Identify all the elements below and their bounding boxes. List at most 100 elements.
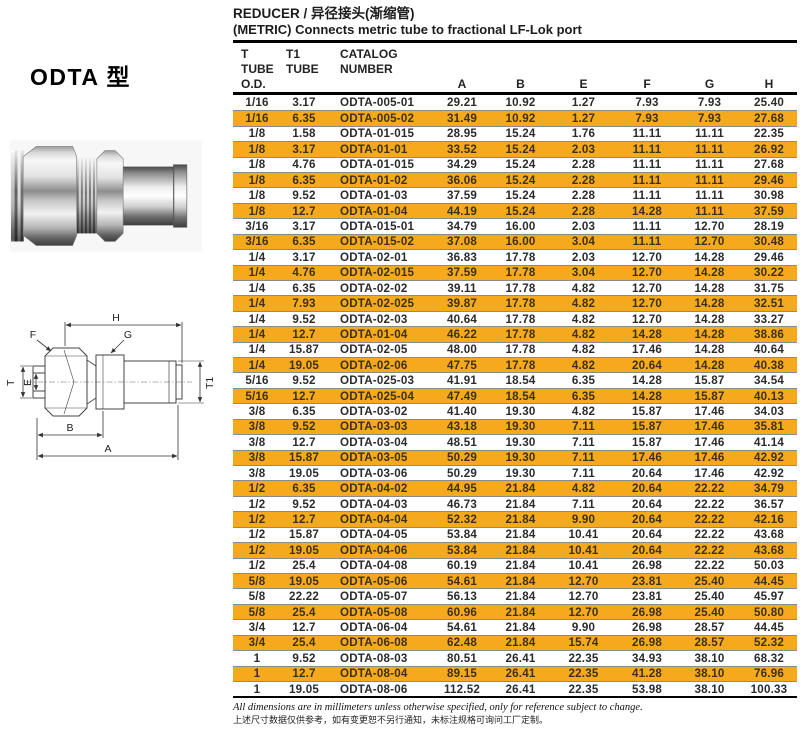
cell: 15.87 <box>631 405 662 419</box>
cell: 60.96 <box>446 605 477 619</box>
cell: 25.4 <box>292 559 316 573</box>
cell: ODTA-05-07 <box>340 590 408 604</box>
cell: 12.70 <box>694 219 725 233</box>
cell: 26.98 <box>631 636 662 650</box>
cell: 80.51 <box>446 651 477 665</box>
cell: 1/4 <box>248 343 266 357</box>
cell: 35.81 <box>753 420 784 434</box>
cell: 11.11 <box>695 142 724 156</box>
cell: ODTA-01-015 <box>340 127 415 141</box>
table-row: 1/8 1.58 ODTA-01-015 28.95 15.24 1.76 11.11 11.… <box>233 125 797 141</box>
cell: 9.90 <box>571 620 596 634</box>
table-row: 1/8 3.17 ODTA-01-01 33.52 15.24 2.03 11.11 11.1… <box>233 141 797 157</box>
table-row: 1/4 12.7 ODTA-01-04 46.22 17.78 4.82 14.28 14.2… <box>233 326 797 342</box>
cell: 20.64 <box>631 497 662 511</box>
cell: ODTA-025-04 <box>340 389 415 403</box>
cell: 19.30 <box>505 405 536 419</box>
cell: 19.05 <box>288 574 319 588</box>
cell: 17.78 <box>505 343 536 357</box>
cell: 1.27 <box>571 96 596 110</box>
cell: 15.24 <box>505 158 536 172</box>
cell: 31.75 <box>753 281 784 295</box>
table-body: 1/16 3.17 ODTA-005-01 29.21 10.92 1.27 7.93 7.9… <box>233 95 797 696</box>
cell: 1/8 <box>248 204 266 218</box>
cell: 37.59 <box>753 204 784 218</box>
table-row: 1/8 4.76 ODTA-01-015 34.29 15.24 2.28 11.11 11.… <box>233 156 797 172</box>
table-row: 1/4 9.52 ODTA-02-03 40.64 17.78 4.82 12.70 14.2… <box>233 310 797 326</box>
cell: 22.22 <box>694 528 725 542</box>
cell: 11.11 <box>632 189 662 203</box>
cell: 15.24 <box>505 189 536 203</box>
cell: 12.70 <box>631 312 662 326</box>
cell: ODTA-015-01 <box>340 219 415 233</box>
cell: 39.11 <box>447 281 477 295</box>
cell: 1.27 <box>571 112 596 126</box>
cell: 5/16 <box>245 389 269 403</box>
cell: 33.52 <box>446 142 477 156</box>
cell: ODTA-01-02 <box>340 173 408 187</box>
cell: 28.19 <box>753 219 784 233</box>
table-row: 1/4 4.76 ODTA-02-015 37.59 17.78 3.04 12.70 14.… <box>233 264 797 280</box>
cell: ODTA-04-03 <box>340 497 408 511</box>
cell: 4.76 <box>292 266 316 280</box>
table-row: 5/16 12.7 ODTA-025-04 47.49 18.54 6.35 14.28 15… <box>233 387 797 404</box>
cell: 17.78 <box>505 266 536 280</box>
cell: 2.03 <box>571 250 596 264</box>
cell: 4.76 <box>292 158 316 172</box>
header-cell: F <box>643 77 651 92</box>
cell: 76.96 <box>753 667 784 681</box>
cell: 19.05 <box>288 543 319 557</box>
cell: 14.28 <box>694 297 725 311</box>
header-cell: CATALOG <box>340 46 398 61</box>
cell: 15.24 <box>505 127 536 141</box>
cell: 6.35 <box>571 374 596 388</box>
cell: 22.22 <box>694 543 725 557</box>
cell: 3/8 <box>248 466 266 480</box>
cell: 12.7 <box>292 204 316 218</box>
cell: 3.17 <box>292 96 316 110</box>
cell: 37.59 <box>446 266 477 280</box>
cell: 21.84 <box>505 620 536 634</box>
cell: 53.98 <box>631 682 662 696</box>
page-title: REDUCER / 异径接头(渐缩管) <box>233 6 415 21</box>
cell: 41.14 <box>753 435 784 449</box>
cell: 14.28 <box>694 327 725 341</box>
cell: 6.35 <box>292 173 316 187</box>
cell: 6.35 <box>292 281 316 295</box>
cell: 3/8 <box>248 405 266 419</box>
cell: 21.84 <box>505 636 536 650</box>
cell: 2.28 <box>571 189 596 203</box>
cell: 12.70 <box>631 266 662 280</box>
cell: 26.41 <box>505 651 536 665</box>
header-cell: O.D. <box>241 77 266 92</box>
cell: 34.93 <box>631 651 662 665</box>
cell: 17.78 <box>505 297 536 311</box>
cell: 17.46 <box>694 466 725 480</box>
cell: ODTA-02-03 <box>340 312 408 326</box>
cell: 26.98 <box>631 559 662 573</box>
cell: 27.68 <box>753 112 784 126</box>
cell: 14.28 <box>694 358 725 372</box>
cell: 7.11 <box>572 435 595 449</box>
cell: 28.57 <box>694 636 725 650</box>
title-rule <box>233 40 797 43</box>
cell: 41.28 <box>631 667 662 681</box>
cell: 3/4 <box>248 620 266 634</box>
cell: 39.87 <box>446 297 477 311</box>
cell: 38.86 <box>753 327 784 341</box>
cell: 20.64 <box>631 466 662 480</box>
cell: 44.45 <box>753 574 784 588</box>
table-row: 1/4 3.17 ODTA-02-01 36.83 17.78 2.03 12.70 14.2… <box>233 249 797 264</box>
cell: 19.30 <box>505 451 536 465</box>
cell: 15.87 <box>694 389 725 403</box>
cell: 48.51 <box>446 435 477 449</box>
table-row: 5/8 19.05 ODTA-05-06 54.61 21.84 12.70 23.81 25… <box>233 572 797 589</box>
cell: 12.70 <box>568 574 599 588</box>
cell: ODTA-02-025 <box>340 297 415 311</box>
dim-label-t: T <box>6 379 17 386</box>
cell: ODTA-01-01 <box>340 142 408 156</box>
cell: 21.84 <box>505 574 536 588</box>
cell: 4.82 <box>571 405 596 419</box>
cell: 7.11 <box>572 420 595 434</box>
cell: 1/2 <box>248 543 266 557</box>
